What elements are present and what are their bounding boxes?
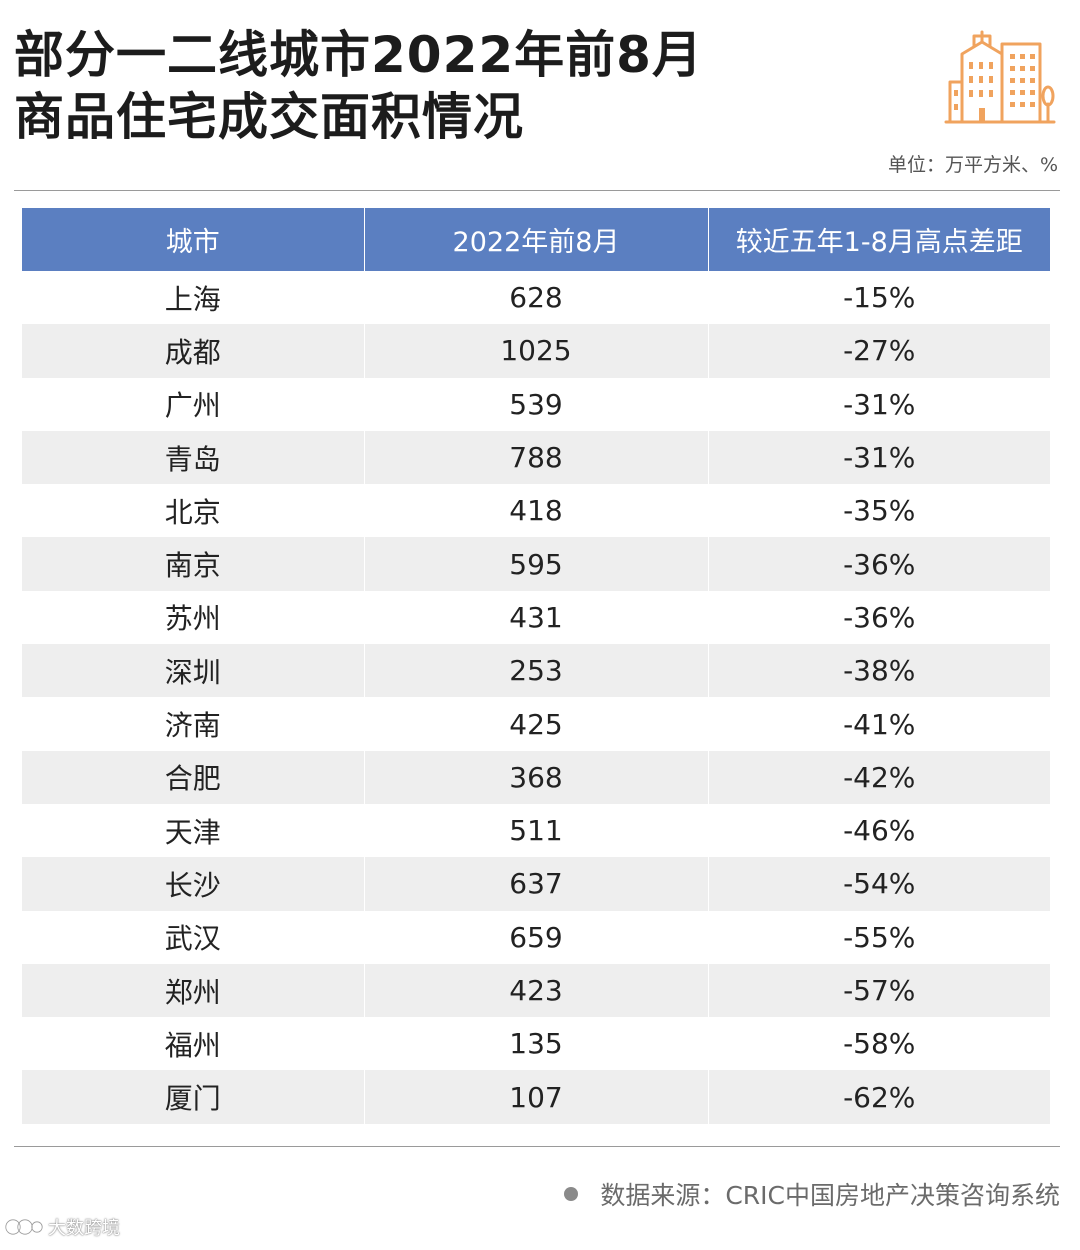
- cell-gap: -36%: [707, 590, 1050, 645]
- cell-area: 253: [363, 644, 708, 698]
- cell-city: 成都: [22, 324, 364, 378]
- cell-gap: -41%: [707, 697, 1050, 751]
- cell-gap: -27%: [707, 324, 1050, 378]
- cell-area: 368: [363, 750, 708, 804]
- table-row: 济南 425 -41%: [22, 697, 1050, 751]
- table-row: 成都 1025 -27%: [22, 324, 1050, 378]
- cell-gap: -62%: [707, 1070, 1050, 1124]
- cell-gap: -58%: [707, 1017, 1050, 1071]
- source-note: 数据来源：CRIC中国房地产决策咨询系统: [564, 1176, 1060, 1212]
- cell-city: 济南: [164, 709, 221, 743]
- cell-area: 539: [363, 377, 708, 431]
- cell-gap: -36%: [707, 537, 1050, 591]
- brand-logo-text: 大数跨境: [48, 1218, 120, 1239]
- column-header-area: 2022年前8月: [363, 208, 708, 271]
- cell-area: 423: [363, 963, 708, 1018]
- cell-city: 长沙: [22, 857, 364, 911]
- cell-city: 深圳: [22, 644, 364, 698]
- data-table: 城市 2022年前8月 较近五年1-8月高点差距 上海 628 -15% 成都 1025…: [22, 208, 1050, 1124]
- table-row: 天津 511 -46%: [22, 803, 1050, 858]
- table-row: 广州 539 -31%: [22, 377, 1050, 431]
- table-row: 郑州 423 -57%: [22, 963, 1050, 1018]
- cell-area: 425: [363, 697, 708, 751]
- cell-city: 郑州: [22, 963, 364, 1018]
- cell-city: 南京: [22, 537, 364, 591]
- cell-area: 628: [363, 271, 708, 325]
- cell-gap: -15%: [707, 271, 1050, 325]
- cell-gap: -57%: [707, 963, 1050, 1018]
- table-row: 长沙 637 -54%: [22, 857, 1050, 911]
- unit-label: 单位：万平方米、%: [887, 154, 1058, 176]
- cell-gap: -35%: [707, 484, 1050, 538]
- cell-area: 1025: [363, 324, 708, 378]
- cell-area: 431: [363, 590, 708, 645]
- table-row: 深圳 253 -38%: [22, 644, 1050, 698]
- cell-city: 厦门: [22, 1070, 364, 1124]
- cell-gap: -42%: [707, 750, 1050, 804]
- cell-gap: -31%: [707, 430, 1050, 485]
- title-line-1: 部分一二线城市2022年前8月: [14, 26, 703, 84]
- cell-city: 北京: [164, 495, 221, 529]
- cell-city: 苏州: [164, 602, 221, 636]
- buildings-icon: [944, 30, 1056, 124]
- cell-city: 天津: [164, 815, 221, 849]
- table-row: 厦门 107 -62%: [22, 1070, 1050, 1124]
- cell-city: 青岛: [22, 430, 364, 485]
- cell-city: 上海: [164, 282, 221, 316]
- cell-area: 659: [363, 910, 708, 964]
- table-row: 武汉 659 -55%: [22, 910, 1050, 964]
- cell-area: 595: [363, 537, 708, 591]
- source-text: 数据来源：CRIC中国房地产决策咨询系统: [600, 1181, 1060, 1210]
- brand-logo: 大数跨境: [4, 1214, 120, 1240]
- cell-city: 广州: [164, 389, 221, 423]
- top-divider: [14, 190, 1060, 191]
- page-title: 部分一二线城市2022年前8月 商品住宅成交面积情况: [14, 24, 703, 148]
- cell-area: 418: [363, 484, 708, 538]
- cell-city: 福州: [164, 1028, 221, 1062]
- table-row: 上海 628 -15%: [22, 271, 1050, 325]
- table-row: 青岛 788 -31%: [22, 430, 1050, 485]
- cell-gap: -31%: [707, 377, 1050, 431]
- bottom-divider: [14, 1146, 1060, 1147]
- dot-icon: [564, 1187, 579, 1201]
- cell-city: 合肥: [22, 750, 364, 804]
- cell-gap: -54%: [707, 857, 1050, 911]
- title-line-2: 商品住宅成交面积情况: [14, 88, 524, 146]
- brand-logo-icon: [5, 1219, 43, 1235]
- table-row: 合肥 368 -42%: [22, 750, 1050, 804]
- column-header-city: 城市: [22, 208, 364, 271]
- table-header-row: 城市 2022年前8月 较近五年1-8月高点差距: [22, 208, 1050, 271]
- cell-area: 135: [363, 1017, 708, 1071]
- cell-gap: -38%: [707, 644, 1050, 698]
- table-row: 南京 595 -36%: [22, 537, 1050, 591]
- cell-area: 637: [363, 857, 708, 911]
- cell-area: 107: [363, 1070, 708, 1124]
- cell-gap: -55%: [707, 910, 1050, 964]
- table-row: 苏州 431 -36%: [22, 590, 1050, 645]
- cell-area: 788: [363, 430, 708, 485]
- column-header-gap: 较近五年1-8月高点差距: [707, 208, 1050, 271]
- cell-city: 武汉: [164, 922, 221, 956]
- cell-gap: -46%: [707, 803, 1050, 858]
- cell-area: 511: [363, 803, 708, 858]
- table-row: 北京 418 -35%: [22, 484, 1050, 538]
- table-row: 福州 135 -58%: [22, 1017, 1050, 1071]
